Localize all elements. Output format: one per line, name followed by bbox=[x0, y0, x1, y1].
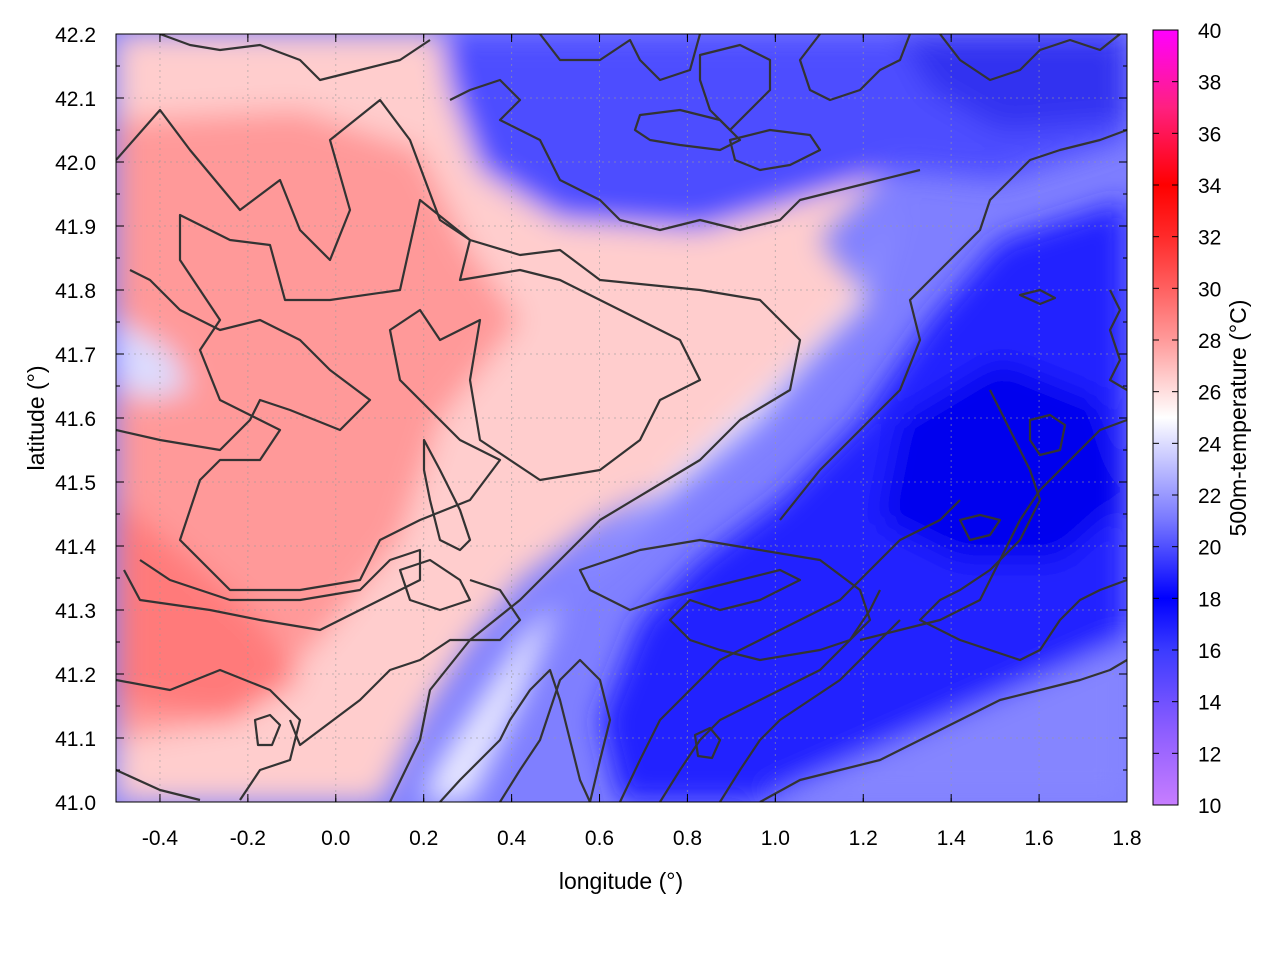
contour-line bbox=[116, 98, 802, 802]
contour-line bbox=[759, 659, 1127, 802]
contour-line bbox=[719, 619, 901, 802]
x-tick-label: 0.6 bbox=[585, 827, 614, 850]
y-tick-label: 42.1 bbox=[55, 88, 96, 111]
colorbar-ticks: 10 12 14 16 18 20 22 24 26 28 30 32 34 36 38 40 bbox=[1153, 20, 1222, 818]
y-tick-label: 41.4 bbox=[55, 536, 96, 559]
heatmap-field bbox=[116, 34, 1127, 802]
y-tick-label: 41.7 bbox=[55, 344, 96, 367]
southeast-plain bbox=[760, 640, 1127, 802]
x-tick-label: 1.0 bbox=[761, 827, 790, 850]
contour-line bbox=[123, 548, 422, 632]
y-tick-label: 41.0 bbox=[55, 792, 96, 815]
colorbar-tick-label: 16 bbox=[1198, 640, 1221, 663]
colorbar-tick-label: 12 bbox=[1198, 743, 1221, 766]
colorbar-tick-label: 30 bbox=[1198, 278, 1221, 301]
colorbar-tick-label: 18 bbox=[1198, 588, 1221, 611]
y-tick-label: 41.9 bbox=[55, 216, 96, 239]
y-tick-label: 41.3 bbox=[55, 600, 96, 623]
colorbar-tick-label: 28 bbox=[1198, 330, 1221, 353]
contour-line bbox=[449, 78, 921, 232]
contour-line bbox=[178, 198, 702, 592]
x-tick-label: 1.6 bbox=[1024, 827, 1053, 850]
y-tick-label: 41.5 bbox=[55, 472, 96, 495]
contour-line bbox=[1028, 413, 1067, 457]
x-tick-label: 1.2 bbox=[849, 827, 878, 850]
y-tick-label: 42.0 bbox=[55, 152, 96, 175]
colorbar-tick-label: 40 bbox=[1198, 20, 1221, 43]
x-tick-label: 0.2 bbox=[409, 827, 438, 850]
contour-line bbox=[116, 269, 372, 452]
colorbar-tick-label: 24 bbox=[1198, 433, 1222, 456]
transition-band bbox=[420, 200, 900, 802]
contour-line bbox=[1018, 288, 1057, 306]
colorbar: 10 12 14 16 18 20 22 24 26 28 30 32 34 36 38 40 500m-te… bbox=[1152, 20, 1251, 818]
contour-line bbox=[619, 499, 961, 802]
contour-line bbox=[958, 513, 1002, 542]
colorbar-tick-label: 22 bbox=[1198, 485, 1221, 508]
colorbar-tick-label: 20 bbox=[1198, 537, 1221, 560]
y-tick-label: 41.2 bbox=[55, 664, 96, 687]
x-tick-label: 0.4 bbox=[497, 827, 527, 850]
colorbar-tick-label: 26 bbox=[1198, 382, 1221, 405]
colorbar-title: 500m-temperature (°C) bbox=[1225, 300, 1251, 537]
y-axis: 41.0 41.1 41.2 41.3 41.4 41.5 41.6 41.7 41.8 41.9… bbox=[55, 24, 1127, 815]
colorbar-tick-label: 32 bbox=[1198, 227, 1221, 250]
hot-region bbox=[116, 110, 520, 740]
contour-line bbox=[398, 558, 472, 612]
contour-line bbox=[779, 128, 1127, 521]
contour-line bbox=[116, 578, 522, 802]
contour-line bbox=[499, 658, 612, 802]
contour-line bbox=[859, 418, 1127, 642]
contour-line bbox=[939, 34, 1121, 82]
contour-line bbox=[728, 128, 822, 172]
colorbar-tick-label: 34 bbox=[1198, 175, 1222, 198]
contour-line bbox=[1108, 289, 1127, 391]
x-tick-label: -0.2 bbox=[230, 827, 266, 850]
west-cool-patch bbox=[116, 320, 190, 400]
y-tick-label: 42.2 bbox=[55, 24, 96, 47]
x-tick-label: 0.0 bbox=[321, 827, 350, 850]
y-tick-label: 41.6 bbox=[55, 408, 96, 431]
y-tick-label: 41.1 bbox=[55, 728, 96, 751]
contour-line bbox=[659, 589, 881, 802]
contour-line bbox=[116, 668, 302, 801]
contour-lines bbox=[116, 34, 1127, 802]
northeast-cold-patch bbox=[900, 34, 1127, 130]
contour-line bbox=[698, 43, 772, 132]
contour-line bbox=[693, 726, 722, 760]
contour-line bbox=[159, 34, 431, 82]
contour-line bbox=[539, 34, 702, 82]
contour-line bbox=[633, 108, 742, 152]
coldest-region bbox=[880, 360, 1127, 560]
contour-line bbox=[578, 538, 872, 662]
colorbar-tick-label: 10 bbox=[1198, 795, 1221, 818]
x-tick-label: 0.8 bbox=[673, 827, 702, 850]
x-axis-title: longitude (°) bbox=[559, 868, 683, 894]
colorbar-tick-label: 38 bbox=[1198, 72, 1221, 95]
contour-line bbox=[918, 389, 1127, 662]
contour-line bbox=[798, 34, 912, 102]
colorbar-tick-label: 36 bbox=[1198, 123, 1221, 146]
colorbar-tick-label: 14 bbox=[1198, 692, 1222, 715]
contour-line bbox=[439, 668, 592, 802]
y-axis-title: latitude (°) bbox=[23, 365, 49, 470]
y-tick-label: 41.8 bbox=[55, 280, 96, 303]
x-tick-label: 1.8 bbox=[1112, 827, 1141, 850]
colorbar-gradient bbox=[1152, 29, 1179, 806]
x-axis: -0.4 -0.2 0.0 0.2 0.4 0.6 0.8 1.0 1.2 1.4 1.6 1.8 bbox=[142, 34, 1142, 850]
x-tick-label: -0.4 bbox=[142, 827, 179, 850]
contour-line bbox=[422, 438, 472, 552]
x-tick-label: 1.4 bbox=[937, 827, 967, 850]
contour-line bbox=[253, 713, 282, 747]
